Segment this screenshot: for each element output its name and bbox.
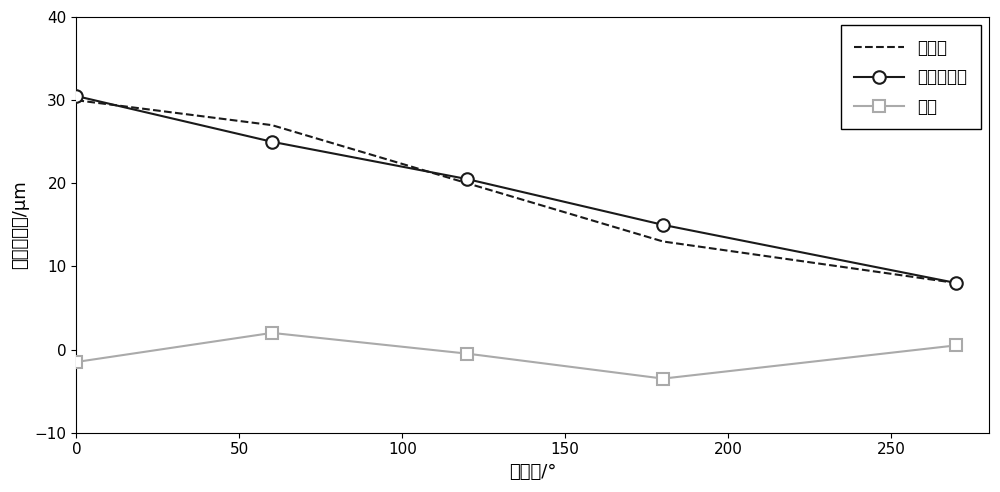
残差 — [70, 359, 82, 365]
模型预测值 — [70, 93, 82, 99]
残差 — [266, 330, 278, 336]
X-axis label: 预紧量/°: 预紧量/° — [509, 463, 556, 481]
模型预测值 — [266, 139, 278, 145]
Line: 实测值: 实测值 — [76, 100, 956, 283]
实测值 — [657, 239, 669, 245]
实测值 — [70, 97, 82, 103]
实测值 — [266, 122, 278, 128]
Line: 模型预测值: 模型预测值 — [70, 90, 963, 289]
Y-axis label: 最大热误差/μm: 最大热误差/μm — [11, 181, 29, 269]
残差 — [657, 376, 669, 382]
模型预测值 — [950, 280, 962, 286]
Legend: 实测值, 模型预测值, 残差: 实测值, 模型预测值, 残差 — [841, 26, 981, 129]
模型预测值 — [461, 176, 473, 182]
残差 — [461, 351, 473, 357]
残差 — [950, 342, 962, 348]
模型预测值 — [657, 222, 669, 228]
实测值 — [461, 181, 473, 186]
Line: 残差: 残差 — [70, 327, 963, 385]
实测值 — [950, 280, 962, 286]
